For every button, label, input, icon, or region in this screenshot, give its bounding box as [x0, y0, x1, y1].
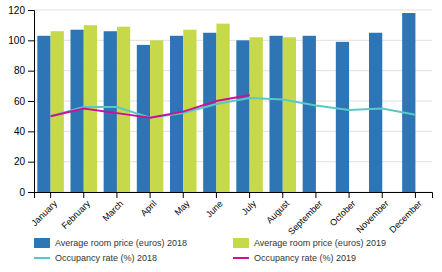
bar	[250, 37, 263, 192]
x-tick-label: May	[173, 198, 192, 217]
bar-series	[37, 13, 415, 192]
legend-label: Occupancy rate (%) 2019	[254, 253, 356, 263]
y-tick: 100	[8, 35, 34, 46]
x-tick-label: August	[264, 198, 291, 225]
grid	[34, 10, 432, 192]
chart: 0 20 40 60 80 100 120 JanuaryFebruary March April…	[0, 0, 442, 272]
legend-label: Average room price (euros) 2018	[55, 238, 187, 248]
legend-label: Average room price (euros) 2019	[254, 238, 386, 248]
x-tick: November	[354, 192, 390, 235]
legend-swatch	[233, 257, 249, 259]
x-tick: December	[387, 192, 423, 235]
x-tick-label: February	[60, 198, 93, 231]
x-tick-mark	[216, 192, 217, 198]
x-tick: March	[101, 192, 126, 223]
y-axis-line	[28, 11, 35, 193]
legend-item: Occupancy rate (%) 2018	[34, 253, 157, 263]
x-tick-mark	[150, 192, 151, 198]
legend-swatch	[34, 238, 50, 248]
bar	[203, 33, 216, 192]
legend-swatch	[34, 257, 50, 259]
line	[51, 95, 250, 118]
x-tick: October	[328, 192, 358, 228]
x-tick-label: July	[240, 198, 259, 217]
bar	[37, 36, 50, 192]
y-tick-label: 0	[19, 187, 25, 198]
y-tick-label: 40	[14, 126, 26, 137]
line	[51, 98, 416, 118]
x-tick: February	[60, 192, 93, 231]
x-tick: August	[264, 192, 291, 225]
legend-label: Occupancy rate (%) 2018	[55, 253, 157, 263]
y-tick-label: 120	[8, 5, 25, 16]
x-tick-mark	[116, 192, 117, 198]
y-tick-label: 60	[14, 96, 26, 107]
y-tick-label: 20	[14, 156, 26, 167]
y-tick: 20	[14, 156, 34, 167]
y-tick: 40	[14, 126, 34, 137]
x-tick-mark	[183, 192, 184, 198]
chart-container: 0 20 40 60 80 100 120 JanuaryFebruary March April…	[0, 0, 442, 272]
marks	[37, 13, 415, 192]
bar	[51, 31, 64, 192]
x-tick-mark	[349, 192, 350, 198]
bar	[283, 37, 296, 192]
y-tick-label: 100	[8, 35, 25, 46]
plot: 0 20 40 60 80 100 120 JanuaryFebruary March April…	[8, 5, 432, 237]
x-tick-mark	[415, 192, 416, 198]
bar	[216, 24, 229, 192]
x-tick-mark	[382, 192, 383, 198]
legend-item: Average room price (euros) 2018	[34, 238, 187, 248]
x-tick-mark	[83, 192, 84, 198]
x-tick-label: June	[204, 198, 225, 219]
bar	[402, 13, 415, 192]
x-tick: April	[139, 192, 159, 218]
bar	[269, 36, 282, 192]
x-tick: January	[29, 192, 59, 228]
bar	[236, 40, 249, 192]
x-tick-label: April	[139, 198, 159, 218]
y-tick-mark	[28, 131, 34, 132]
x-tick: June	[204, 192, 225, 219]
x-tick: September	[286, 192, 324, 237]
x-tick-label: December	[387, 198, 423, 234]
bar	[336, 42, 349, 192]
y-tick-mark	[28, 162, 34, 163]
x-tick-mark	[249, 192, 250, 198]
y-tick: 80	[14, 65, 34, 76]
legend-swatch	[233, 238, 249, 248]
y-tick: 0	[19, 187, 34, 198]
x-axis: JanuaryFebruary March April May June July Augu…	[29, 192, 432, 237]
y-tick-mark	[28, 192, 34, 193]
y-axis: 0 20 40 60 80 100 120	[8, 5, 34, 198]
legend-item: Average room price (euros) 2019	[233, 238, 386, 248]
y-tick-mark	[28, 71, 34, 72]
y-tick: 120	[8, 5, 34, 16]
bar	[137, 45, 150, 192]
x-tick-label: November	[354, 198, 390, 234]
x-axis-line	[35, 193, 433, 199]
x-tick-mark	[315, 192, 316, 198]
bar	[369, 33, 382, 192]
x-tick-mark	[50, 192, 51, 198]
x-tick-label: January	[29, 198, 59, 228]
y-tick-label: 80	[14, 65, 26, 76]
y-tick: 60	[14, 96, 34, 107]
x-tick: May	[173, 192, 192, 218]
legend: Average room price (euros) 2018 Average r…	[34, 238, 386, 263]
y-tick-mark	[28, 101, 34, 102]
x-tick: July	[240, 192, 259, 217]
x-tick-label: October	[328, 198, 358, 228]
bar	[303, 36, 316, 192]
grid-line	[34, 10, 432, 11]
x-tick-label: September	[286, 198, 324, 236]
y-tick-mark	[28, 40, 34, 41]
y-tick-mark	[28, 10, 34, 11]
x-tick-mark	[282, 192, 283, 198]
x-tick-label: March	[101, 198, 126, 223]
legend-item: Occupancy rate (%) 2019	[233, 253, 356, 263]
